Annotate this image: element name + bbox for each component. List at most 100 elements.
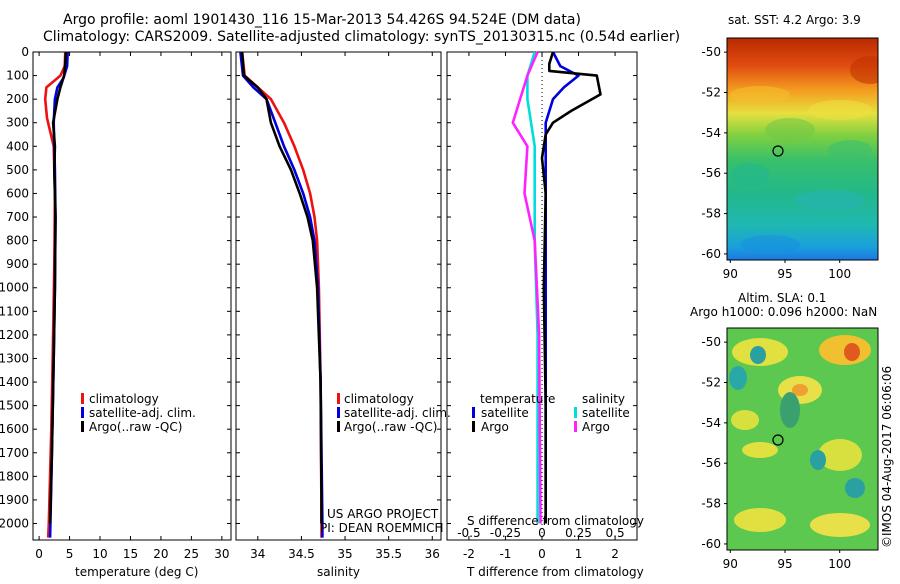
- t-difference-axis-label: T difference from climatology: [466, 565, 644, 579]
- legend-label-satellite: satellite-adj. clim.: [344, 406, 451, 420]
- x-tick-label: 36: [425, 547, 440, 561]
- x-tick-label: 25: [184, 547, 199, 561]
- legend-header-salinity: salinity: [582, 392, 625, 406]
- salinity-legend: climatology satellite-adj. clim. Argo(..…: [337, 392, 451, 434]
- y-tick-label: 800: [6, 234, 29, 248]
- y-tick-label: 900: [6, 257, 29, 271]
- x-tick-label: 34: [250, 547, 265, 561]
- y-tick-label: 1700: [0, 446, 29, 460]
- legend-header-temperature: temperature: [480, 392, 555, 406]
- s-diff-tick-label: 0.25: [565, 526, 592, 540]
- series-line-s-argo: [511, 51, 542, 524]
- legend-swatch-climatology: [81, 393, 84, 404]
- legend-swatch-t-argo: [472, 421, 475, 432]
- series-line-argo-raw-qc-: [48, 51, 68, 524]
- map-lat-label: -52: [701, 85, 721, 99]
- y-tick-label: 1800: [0, 469, 29, 483]
- x-tick-label: 35: [337, 547, 352, 561]
- map-lon-label: 95: [777, 557, 792, 571]
- sst-map-texture: [730, 56, 878, 255]
- legend-label-satellite: satellite-adj. clim.: [89, 406, 196, 420]
- x-tick-label: 10: [92, 547, 107, 561]
- legend-label-argo: Argo(..raw -QC): [344, 420, 437, 434]
- y-tick-label: 600: [6, 186, 29, 200]
- y-tick-label: 1300: [0, 351, 29, 365]
- y-tick-label: 400: [6, 139, 29, 153]
- map-lat-label: -50: [701, 45, 721, 59]
- legend-swatch-t-satellite: [472, 407, 475, 418]
- legend-swatch-argo: [81, 421, 84, 432]
- sla-map-title-line1: Altim. SLA: 0.1: [738, 291, 826, 305]
- pi-annotation: PI: DEAN ROEMMICH: [320, 521, 443, 535]
- legend-label-s-argo: Argo: [582, 420, 610, 434]
- x-tick-label: 5: [66, 547, 74, 561]
- y-tick-label: 100: [6, 69, 29, 83]
- s-diff-tick-label: 0.5: [606, 526, 625, 540]
- sst-map: [726, 37, 879, 261]
- sst-argo-marker: [772, 145, 784, 157]
- project-annotation: US ARGO PROJECT: [327, 507, 439, 521]
- temperature-legend: climatology satellite-adj. clim. Argo(..…: [81, 392, 196, 434]
- legend-label-argo: Argo(..raw -QC): [89, 420, 182, 434]
- sla-map: [726, 327, 879, 551]
- x-tick-label: 0: [538, 547, 546, 561]
- salinity-chart: 34 34.5 35 35.5 36: [236, 51, 441, 561]
- y-tick-label: 700: [6, 210, 29, 224]
- figure-title-line2: Climatology: CARS2009. Satellite-adjuste…: [43, 29, 680, 45]
- series-line-climatology: [240, 51, 323, 538]
- map-lat-label: -50: [701, 335, 721, 349]
- map-lat-label: -54: [701, 416, 721, 430]
- series-line-argo-raw-qc-: [240, 51, 323, 524]
- x-tick-label: 0: [35, 547, 43, 561]
- s-diff-tick-label: -0.25: [490, 526, 521, 540]
- map-lon-label: 100: [828, 557, 851, 571]
- y-tick-label: 1200: [0, 328, 29, 342]
- legend-label-climatology: climatology: [344, 392, 414, 406]
- x-tick-label: 1: [575, 547, 583, 561]
- legend-label-climatology: climatology: [89, 392, 159, 406]
- map-lon-label: 95: [777, 267, 792, 281]
- imos-credit: ©IMOS 04-Aug-2017 06:06:06: [880, 366, 894, 548]
- legend-swatch-s-argo: [574, 421, 577, 432]
- series-line-t-satellite: [544, 51, 580, 524]
- map-lat-label: -60: [701, 247, 721, 261]
- temperature-chart: 0100200300400500600700800900100011001200…: [0, 45, 231, 561]
- legend-label-t-argo: Argo: [481, 420, 509, 434]
- legend-swatch-satellite: [81, 407, 84, 418]
- y-tick-label: 0: [21, 45, 29, 59]
- salinity-plot-frame: [235, 51, 442, 541]
- sst-map-title: sat. SST: 4.2 Argo: 3.9: [728, 13, 861, 27]
- map-lon-label: 90: [723, 267, 738, 281]
- temperature-axis-label: temperature (deg C): [75, 565, 198, 579]
- y-tick-label: 1900: [0, 493, 29, 507]
- legend-swatch-argo: [337, 421, 340, 432]
- map-lon-label: 100: [828, 267, 851, 281]
- x-tick-label: 2: [611, 547, 619, 561]
- map-lat-label: -56: [701, 166, 721, 180]
- map-lat-label: -58: [701, 497, 721, 511]
- x-tick-label: -1: [499, 547, 511, 561]
- salinity-axis-label: salinity: [317, 565, 360, 579]
- x-tick-label: 20: [153, 547, 168, 561]
- temperature-plot-frame: [32, 51, 232, 541]
- map-lat-label: -56: [701, 456, 721, 470]
- x-tick-label: 30: [214, 547, 229, 561]
- series-line-t-argo: [540, 51, 602, 524]
- s-difference-axis-label: S difference from climatology: [467, 514, 644, 528]
- y-tick-label: 1400: [0, 375, 29, 389]
- x-tick-label: 35.5: [375, 547, 402, 561]
- y-tick-label: 1100: [0, 304, 29, 318]
- map-lat-label: -52: [701, 375, 721, 389]
- sla-argo-marker: [772, 434, 784, 446]
- difference-legend: temperature salinity satellite Argo sate…: [472, 392, 630, 434]
- x-tick-label: 34.5: [288, 547, 315, 561]
- y-tick-label: 1000: [0, 281, 29, 295]
- legend-swatch-climatology: [337, 393, 340, 404]
- legend-label-s-satellite: satellite: [582, 406, 630, 420]
- map-lat-label: -58: [701, 207, 721, 221]
- series-line-satellite-adj-clim-: [239, 51, 324, 538]
- legend-swatch-s-satellite: [574, 407, 577, 418]
